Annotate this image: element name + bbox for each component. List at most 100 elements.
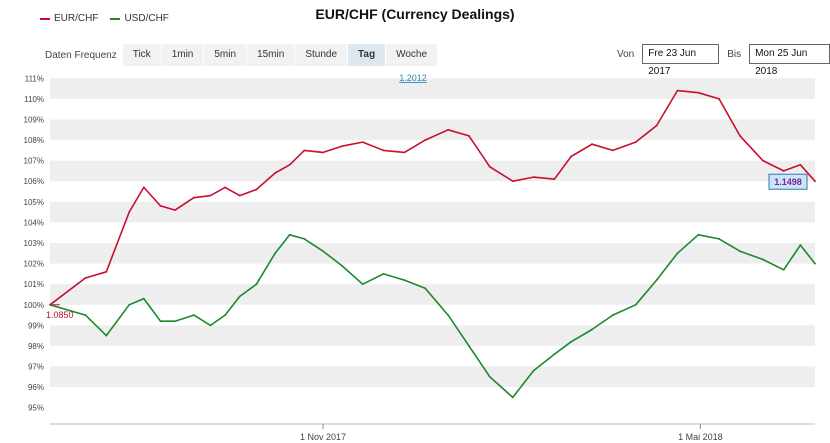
y-tick-label: 108% — [24, 136, 44, 145]
data-point-1 — [209, 324, 212, 327]
series-line-1 — [49, 234, 816, 399]
y-tick-label: 96% — [28, 383, 44, 392]
y-tick-label: 105% — [24, 198, 44, 207]
data-point-1 — [718, 237, 721, 240]
data-point-0 — [488, 165, 491, 168]
data-point-1 — [553, 353, 556, 356]
data-point-1 — [238, 295, 241, 298]
data-point-0 — [142, 186, 145, 189]
y-tick-label: 107% — [24, 157, 44, 166]
x-tick-label: 1 Mai 2018 — [678, 432, 723, 442]
legend-swatch — [110, 17, 121, 20]
data-point-1 — [322, 250, 324, 253]
frequency-toolbar: Daten Frequenz Tick 1min 5min 15min Stun… — [45, 44, 439, 66]
grid-band — [50, 284, 815, 305]
data-point-0 — [340, 145, 343, 148]
data-point-0 — [303, 149, 306, 152]
data-point-0 — [274, 172, 277, 174]
data-point-0 — [288, 163, 291, 166]
y-tick-label: 110% — [24, 95, 44, 104]
data-point-1 — [274, 252, 277, 255]
series-line-0 — [49, 89, 816, 306]
data-point-0 — [676, 89, 679, 92]
to-label: Bis — [727, 48, 742, 60]
date-range: Von Fre 23 Jun 2017 Bis Mon 25 Jun 2018 — [617, 44, 830, 77]
chart-title: EUR/CHF (Currency Dealings) — [315, 6, 515, 22]
frequency-button-stunde[interactable]: Stunde — [295, 44, 349, 66]
data-point-0 — [532, 176, 535, 179]
data-point-0 — [255, 188, 258, 191]
data-point-1 — [799, 244, 802, 246]
data-point-1 — [655, 279, 658, 281]
frequency-button-5min[interactable]: 5min — [204, 44, 248, 66]
legend-label: EUR/CHF — [54, 13, 99, 24]
data-point-1 — [288, 233, 291, 236]
from-label: Von — [617, 48, 635, 60]
data-point-1 — [192, 314, 195, 316]
frequency-button-15min[interactable]: 15min — [247, 44, 296, 66]
y-tick-label: 102% — [24, 260, 44, 269]
data-point-0 — [591, 143, 593, 146]
y-tick-label: 103% — [24, 239, 44, 248]
data-point-1 — [634, 303, 637, 306]
start-value-label: 1.0850 — [46, 310, 74, 320]
data-point-1 — [511, 396, 514, 399]
data-point-1 — [570, 340, 573, 343]
frequency-button-woche[interactable]: Woche — [386, 44, 439, 66]
grid-band — [50, 366, 815, 388]
data-point-1 — [591, 328, 593, 331]
data-point-0 — [192, 196, 195, 199]
y-tick-label: 100% — [24, 301, 44, 310]
y-tick-label: 98% — [28, 342, 44, 351]
data-point-1 — [611, 314, 614, 316]
data-point-0 — [224, 186, 226, 189]
high-value-label: 1.2012 — [399, 73, 427, 83]
y-tick-label: 95% — [28, 404, 44, 413]
legend-swatch — [40, 17, 50, 20]
data-point-0 — [570, 155, 573, 158]
y-tick-label: 106% — [24, 177, 44, 186]
data-point-0 — [159, 205, 162, 207]
data-point-1 — [255, 283, 258, 286]
data-point-0 — [468, 135, 470, 137]
data-point-0 — [782, 170, 785, 172]
frequency-button-tick[interactable]: Tick — [122, 44, 162, 66]
data-point-1 — [84, 314, 87, 316]
grid-band — [50, 243, 815, 264]
data-point-0 — [209, 194, 212, 197]
data-point-0 — [128, 211, 131, 214]
data-point-1 — [676, 252, 679, 255]
data-point-0 — [718, 97, 721, 100]
data-point-0 — [697, 91, 700, 94]
data-point-1 — [488, 375, 491, 378]
data-point-0 — [634, 141, 637, 144]
data-point-0 — [84, 277, 87, 279]
data-point-1 — [739, 250, 741, 253]
grid-band — [50, 78, 815, 99]
y-tick-label: 97% — [28, 363, 44, 372]
legend-item-0[interactable]: EUR/CHF — [40, 13, 98, 24]
data-point-0 — [382, 149, 385, 152]
data-point-0 — [238, 194, 241, 197]
data-point-1 — [782, 268, 785, 271]
frequency-button-tag[interactable]: Tag — [348, 44, 387, 66]
data-point-1 — [142, 297, 145, 300]
data-point-1 — [361, 283, 364, 286]
data-point-1 — [224, 314, 226, 316]
data-point-1 — [424, 287, 427, 290]
frequency-label: Daten Frequenz — [45, 49, 117, 61]
y-tick-label: 109% — [24, 115, 44, 124]
data-point-0 — [105, 270, 108, 273]
from-date-field[interactable]: Fre 23 Jun 2017 — [642, 44, 720, 77]
legend-item-1[interactable]: USD/CHF — [110, 13, 169, 24]
y-tick-label: 99% — [28, 321, 44, 330]
frequency-button-1min[interactable]: 1min — [161, 44, 205, 66]
data-point-1 — [468, 345, 470, 347]
data-point-0 — [174, 209, 176, 211]
y-tick-label: 101% — [24, 280, 44, 289]
data-point-1 — [532, 369, 535, 372]
data-point-1 — [303, 237, 306, 240]
data-point-0 — [611, 149, 614, 152]
data-point-0 — [361, 141, 364, 144]
current-value-box — [768, 173, 808, 190]
